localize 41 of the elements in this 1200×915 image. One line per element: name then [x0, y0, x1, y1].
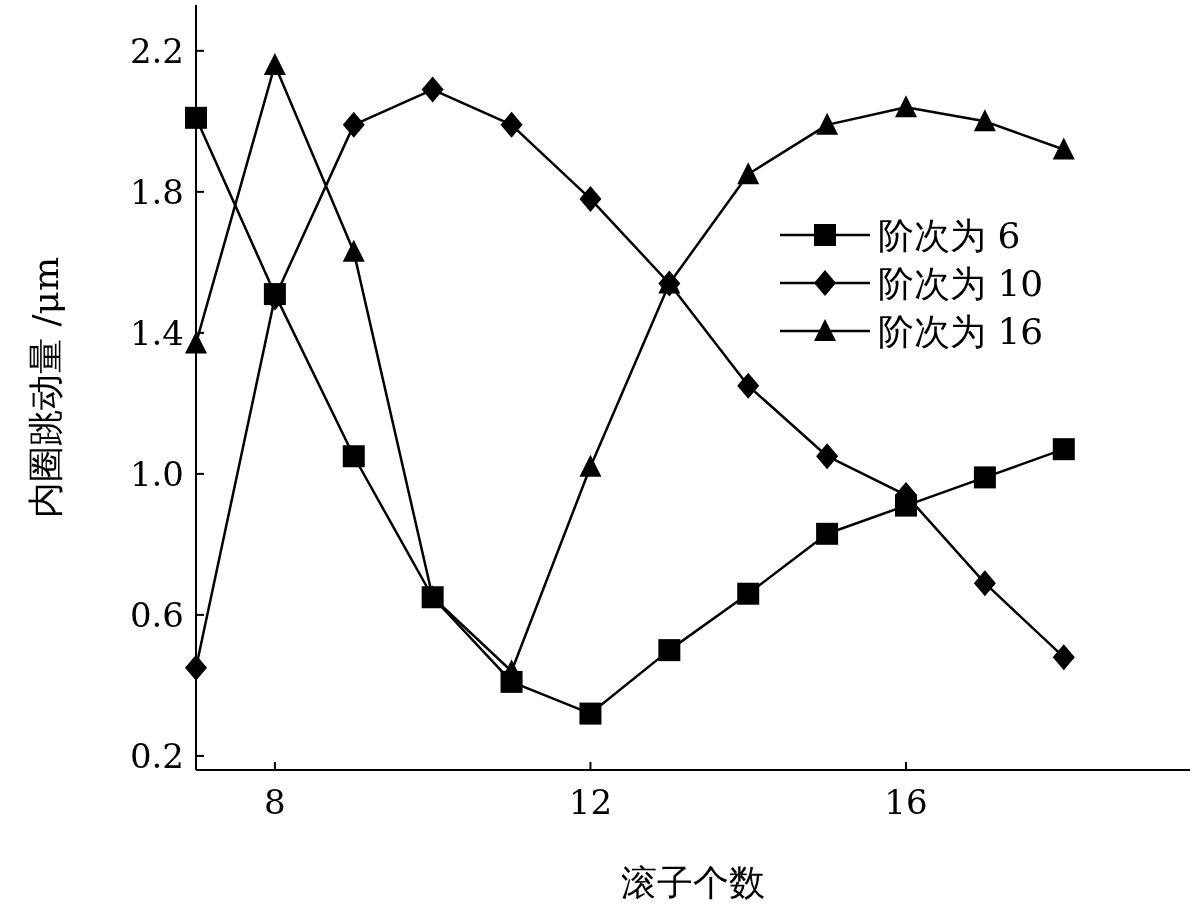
x-axis-title: 滚子个数 — [621, 862, 765, 903]
y-tick-label: 2.2 — [129, 30, 184, 71]
x-tick-label: 12 — [568, 782, 613, 822]
point — [185, 654, 207, 681]
point — [816, 522, 839, 545]
point — [816, 443, 839, 470]
point — [579, 702, 602, 725]
y-tick-label: 0.6 — [129, 594, 184, 635]
x-tick-label: 16 — [884, 782, 928, 822]
point — [737, 162, 760, 185]
point — [263, 52, 286, 75]
y-axis-title: 内圈跳动量 /μm — [25, 256, 66, 519]
point — [342, 445, 365, 468]
legend-label: 阶次为 10 — [878, 263, 1044, 304]
point — [500, 111, 523, 138]
point — [973, 466, 996, 489]
y-tick-label: 0.2 — [129, 735, 184, 776]
point — [973, 570, 996, 597]
point — [185, 331, 207, 354]
point — [737, 372, 760, 399]
point — [185, 106, 207, 129]
point — [579, 185, 602, 212]
point — [658, 639, 681, 662]
point — [579, 454, 602, 477]
point — [342, 239, 365, 262]
legend-label: 阶次为 6 — [878, 215, 1021, 256]
point — [895, 95, 917, 118]
point — [1052, 137, 1075, 160]
point — [500, 659, 523, 682]
point — [737, 582, 760, 605]
point — [421, 76, 444, 103]
y-tick-label: 1.8 — [129, 171, 184, 212]
legend-label: 阶次为 16 — [878, 311, 1044, 352]
point — [342, 111, 365, 138]
point — [1052, 644, 1075, 671]
x-tick-label: 8 — [264, 782, 286, 822]
y-tick-label: 1.0 — [129, 453, 184, 494]
point — [973, 109, 996, 132]
y-tick-label: 1.4 — [129, 312, 184, 353]
point — [816, 112, 839, 135]
point — [1052, 438, 1075, 461]
